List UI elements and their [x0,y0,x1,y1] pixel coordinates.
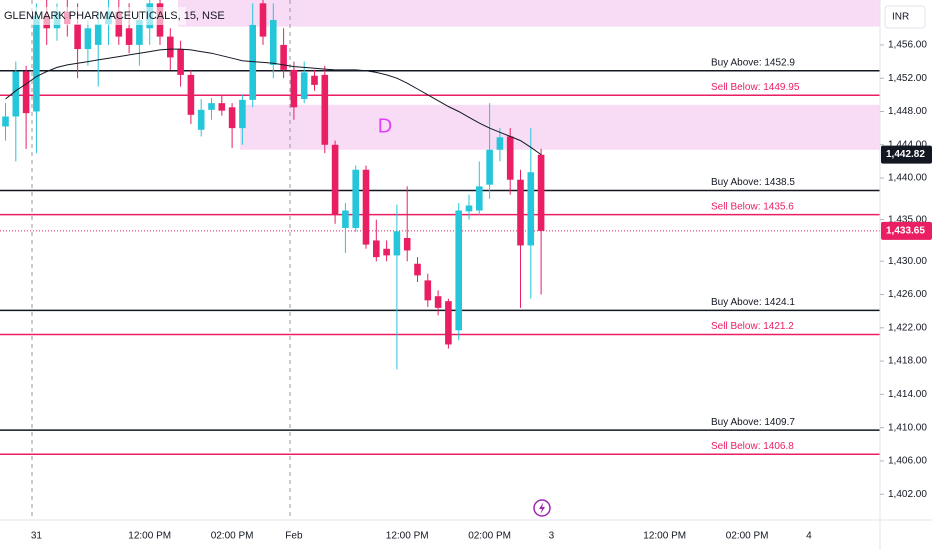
y-tick-label: 1,426.00 [888,289,927,300]
candle-body [84,28,92,50]
ma-price-tag-box [881,145,932,164]
levels: Buy Above: 1452.9 Sell Below: 1449.95 Buy … [0,57,880,456]
y-tick-label: 1,448.00 [888,106,927,117]
candle-body [486,149,493,185]
candle-body [177,49,184,75]
candle-body [352,169,359,228]
candle-body [249,24,256,100]
x-tick-label: 31 [31,531,43,542]
candle-body [22,71,30,114]
candle-body [455,210,462,331]
level-label: Sell Below: 1449.95 [711,82,800,93]
candle-body [331,144,339,215]
y-tick-label: 1,435.00 [888,214,927,225]
candle-body [187,74,195,115]
candle-body [228,107,236,129]
y-tick-label: 1,440.00 [888,173,927,184]
candle-body [12,71,20,117]
candle-body [517,179,524,246]
last-price-tag-label: 1,433.65 [886,226,925,237]
candle-body [414,263,421,276]
y-tick-label: 1,456.00 [888,40,927,51]
candle-body [94,24,102,45]
last-price-tag-box [881,221,932,240]
candle-body [290,69,298,108]
candle-body [311,75,318,85]
candle-body [74,24,81,50]
candle-body [434,296,442,308]
candle-body [373,240,380,258]
candle-body [527,172,535,246]
candle-body [506,136,514,180]
candle-body [537,154,545,231]
x-tick-label: 12:00 PM [386,531,429,542]
x-tick-label: Feb [285,531,303,542]
currency-label[interactable]: INR [892,12,909,23]
candle-body [33,15,40,112]
level-label: Buy Above: 1438.5 [711,177,795,188]
x-tick-label: 3 [549,531,555,542]
zone [178,0,880,27]
x-tick-label: 12:00 PM [643,531,686,542]
candle-body [445,301,452,345]
x-tick-label: 02:00 PM [726,531,769,542]
y-tick-label: 1,430.00 [888,256,927,267]
candle-body [167,36,174,58]
candle-body [270,19,277,65]
y-tick-label: 1,410.00 [888,422,927,433]
x-tick-label: 4 [806,531,812,542]
axes: 1,456.00 1,452.00 1,448.00 1,444.00 1,440.00… [31,40,932,542]
candle-body [383,248,390,256]
level-label: Sell Below: 1435.6 [711,201,794,212]
candle-body [476,186,483,211]
candle-body [125,28,133,45]
y-tick-label: 1,406.00 [888,456,927,467]
candle-body [424,280,432,301]
y-tick-label: 1,402.00 [888,489,927,500]
y-tick-label: 1,418.00 [888,356,927,367]
x-tick-label: 12:00 PM [128,531,171,542]
candle-body [393,231,401,256]
candle-body [136,19,143,45]
candle-body [259,3,267,37]
chart-title: GLENMARK PHARMACEUTICALS, 15, NSE [4,10,225,22]
candle-body [280,44,287,70]
y-tick-label: 1,422.00 [888,322,927,333]
candle-body [218,103,226,111]
y-tick-label: 1,444.00 [888,139,927,150]
candle-body [403,237,411,251]
ma-line [5,48,542,156]
candle-body [239,99,246,129]
candle-body [197,109,205,130]
level-label: Buy Above: 1409.7 [711,417,795,428]
x-tick-label: 02:00 PM [468,531,511,542]
y-tick-label: 1,414.00 [888,389,927,400]
level-label: Buy Above: 1452.9 [711,57,795,68]
candle-body [321,74,329,145]
zone [240,104,880,150]
candle-body [342,210,349,228]
moving-average [5,48,542,156]
alert-icon[interactable] [533,499,551,517]
candle-body [300,72,308,100]
zones: D [178,0,880,150]
ma-price-tag-label: 1,442.82 [886,149,925,160]
candle-body [496,137,504,150]
level-label: Sell Below: 1421.2 [711,321,794,332]
level-label: Sell Below: 1406.8 [711,441,794,452]
level-label: Buy Above: 1424.1 [711,297,795,308]
y-tick-label: 1,452.00 [888,73,927,84]
zone-label: D [378,116,392,138]
candle-body [2,116,9,127]
x-tick-label: 02:00 PM [211,531,254,542]
candle-body [208,103,215,110]
title-backdrop [2,7,186,25]
candle-body [465,205,473,212]
candle-body [362,169,370,245]
currency-box[interactable] [884,5,926,29]
